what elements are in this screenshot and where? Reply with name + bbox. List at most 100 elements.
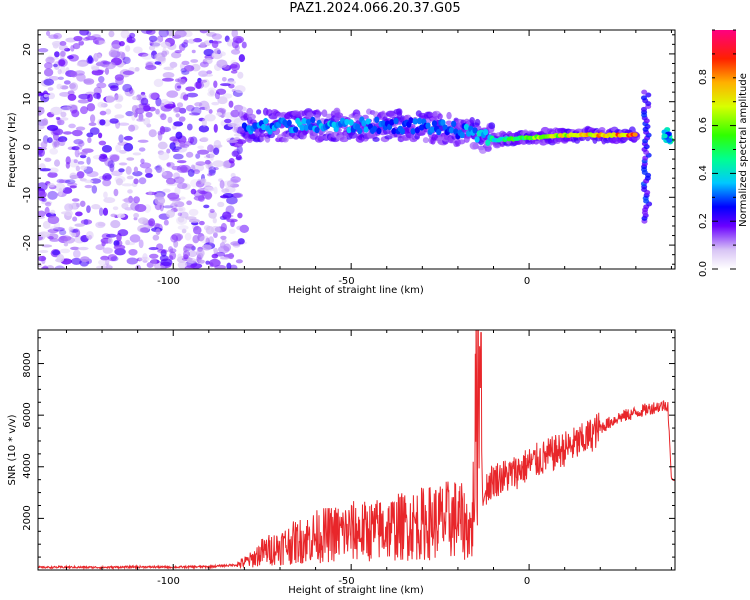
- noise-speckle: [64, 179, 76, 185]
- noise-speckle: [160, 249, 167, 257]
- noise-speckle: [118, 162, 128, 166]
- heatmap-x-axis-label: Height of straight line (km): [288, 285, 424, 296]
- noise-speckle: [50, 106, 63, 116]
- noise-speckle: [222, 211, 232, 220]
- noise-speckle: [200, 136, 209, 143]
- noise-speckle: [155, 228, 161, 235]
- noise-speckle: [58, 179, 71, 184]
- noise-speckle: [199, 61, 209, 68]
- noise-speckle: [133, 178, 139, 185]
- noise-speckle: [48, 56, 59, 61]
- noise-speckle: [126, 175, 134, 180]
- noise-speckle: [101, 241, 106, 247]
- noise-speckle: [104, 174, 112, 180]
- noise-speckle: [191, 49, 196, 54]
- noise-speckle: [60, 117, 69, 121]
- noise-speckle: [226, 218, 238, 223]
- noise-speckle: [98, 259, 108, 266]
- ridge-cell: [261, 123, 267, 131]
- noise-speckle: [121, 202, 129, 210]
- noise-speckle: [169, 61, 178, 68]
- noise-speckle: [213, 48, 221, 55]
- noise-speckle: [80, 256, 90, 263]
- noise-speckle: [172, 106, 180, 113]
- noise-speckle: [143, 105, 151, 112]
- noise-speckle: [241, 41, 247, 49]
- noise-speckle: [95, 221, 106, 229]
- noise-speckle: [78, 246, 89, 251]
- noise-speckle: [144, 167, 153, 175]
- noise-speckle: [155, 108, 160, 115]
- noise-speckle: [47, 87, 54, 91]
- noise-speckle: [78, 140, 85, 147]
- noise-speckle: [194, 102, 203, 107]
- noise-speckle: [171, 165, 182, 171]
- noise-speckle: [187, 136, 195, 144]
- noise-speckle: [179, 78, 186, 85]
- noise-speckle: [86, 170, 99, 178]
- noise-speckle: [161, 171, 167, 176]
- noise-speckle: [135, 107, 145, 115]
- noise-speckle: [232, 192, 244, 199]
- heatmap-xtick-label: -100: [157, 276, 180, 287]
- ridge-halo: [457, 139, 466, 145]
- noise-speckle: [158, 113, 165, 118]
- noise-speckle: [142, 253, 148, 261]
- noise-speckle: [112, 206, 119, 211]
- noise-speckle: [116, 213, 126, 218]
- noise-speckle: [60, 111, 67, 118]
- noise-speckle: [198, 70, 209, 77]
- noise-speckle: [170, 234, 179, 243]
- noise-speckle: [207, 173, 213, 177]
- ridge-cell: [348, 119, 354, 126]
- noise-speckle: [230, 109, 240, 118]
- noise-speckle: [148, 92, 158, 100]
- noise-speckle: [227, 122, 237, 127]
- noise-speckle: [211, 33, 223, 40]
- ridge-halo: [348, 131, 358, 139]
- noise-speckle: [91, 34, 101, 39]
- noise-speckle: [212, 217, 217, 224]
- snr-frame: [37, 329, 676, 571]
- noise-speckle: [198, 259, 205, 264]
- noise-speckle: [205, 260, 210, 265]
- noise-speckle: [78, 40, 85, 46]
- noise-speckle: [158, 152, 170, 161]
- noise-speckle: [103, 197, 116, 204]
- ridge-halo: [598, 127, 606, 133]
- noise-speckle: [44, 206, 50, 215]
- noise-speckle: [107, 160, 115, 168]
- noise-speckle: [207, 87, 216, 94]
- ridge-cell: [391, 127, 397, 135]
- noise-speckle: [128, 248, 138, 256]
- noise-speckle: [113, 188, 119, 197]
- ridge-cell: [485, 139, 491, 146]
- noise-speckle: [54, 159, 61, 167]
- noise-speckle: [98, 132, 103, 139]
- noise-speckle: [44, 202, 52, 207]
- noise-speckle: [188, 208, 199, 216]
- noise-speckle: [222, 160, 231, 169]
- noise-speckle: [95, 62, 104, 67]
- snr-xtick-label: -50: [338, 576, 354, 587]
- noise-speckle: [231, 150, 239, 157]
- noise-speckle: [68, 123, 76, 129]
- noise-speckle: [51, 40, 63, 47]
- streak-cell: [640, 95, 647, 101]
- noise-speckle: [132, 96, 138, 101]
- ridge-halo: [446, 111, 452, 120]
- noise-speckle: [89, 127, 100, 135]
- noise-speckle: [201, 73, 214, 77]
- noise-speckle: [140, 91, 146, 96]
- noise-speckle: [123, 135, 133, 141]
- noise-speckle: [125, 45, 131, 52]
- noise-speckle: [167, 116, 173, 124]
- ridge-cell: [307, 124, 314, 131]
- noise-speckle: [38, 262, 43, 268]
- noise-speckle: [79, 200, 86, 207]
- ridge-cell: [440, 119, 446, 126]
- noise-speckle: [145, 30, 156, 35]
- noise-speckle: [56, 83, 63, 90]
- noise-speckle: [133, 196, 140, 204]
- colorbar-tick-label: 0.0: [698, 261, 709, 277]
